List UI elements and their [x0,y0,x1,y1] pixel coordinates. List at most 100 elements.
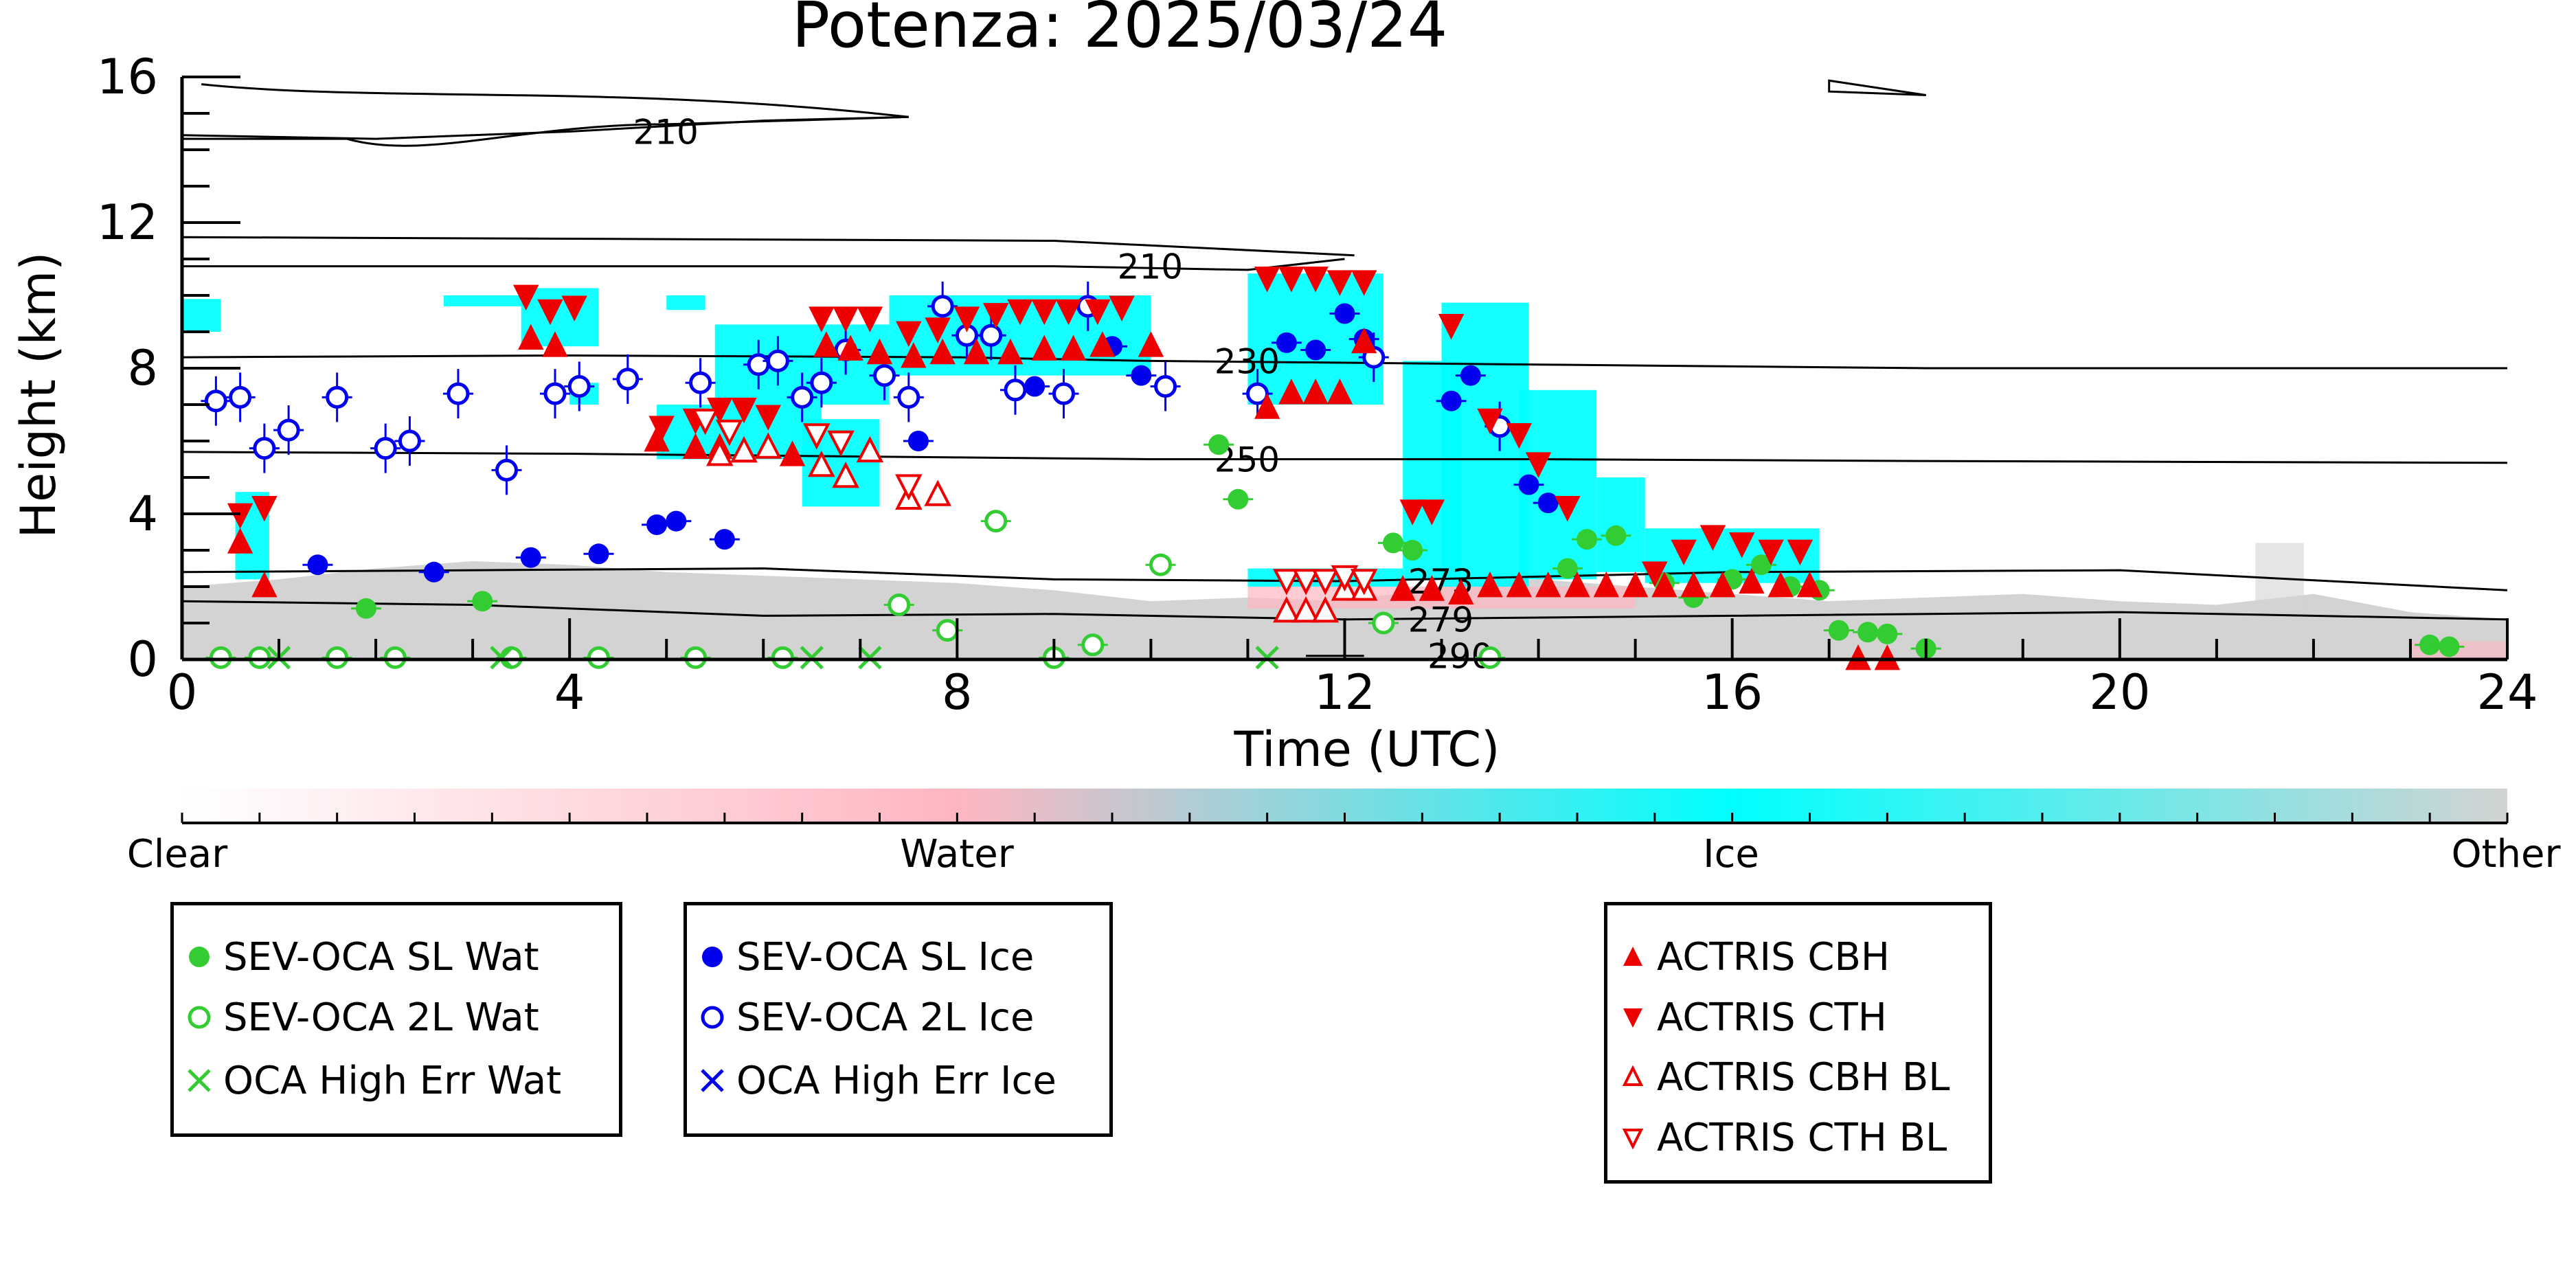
legend-item-2l-wat: SEV-OCA 2L Wat [174,995,539,1040]
data-point [500,646,523,669]
ice-region [1596,477,1645,572]
series-actris-cth [227,267,1814,587]
data-point [518,324,544,350]
isotherm-line [181,451,2508,464]
legend-item-sl-wat: SEV-OCA SL Wat [174,935,539,980]
y-tick-label: 16 [97,49,158,105]
data-point [857,306,883,332]
data-point [2419,634,2441,655]
other-region [2255,543,2304,609]
series-oca-high-err-wat [267,646,1279,670]
x-tick-label: 4 [554,664,585,721]
data-point [803,423,831,450]
data-point [209,646,232,669]
data-point [1305,339,1326,361]
data-point [227,528,253,554]
ice-region [666,295,705,310]
data-point [897,385,920,409]
data-point [1334,303,1355,324]
data-point [837,335,863,361]
plot-axes: 0 4 8 12 16 0 4 8 12 16 20 24 [97,49,2538,721]
data-point [1555,496,1581,522]
data-point [1138,331,1164,357]
data-point [747,353,770,376]
chart-title: Potenza: 2025/03/24 [792,0,1448,62]
isotherm-label: 230 [1214,341,1280,381]
data-point [1680,572,1706,598]
legend-label: OCA High Err Wat [223,1058,562,1103]
data-point [561,295,587,321]
data-point [616,368,640,391]
legend-label: OCA High Err Ice [736,1058,1057,1103]
data-point [666,510,687,532]
x-tick-label: 0 [167,664,198,721]
data-point [1085,299,1111,326]
legend-item-higherr-wat: OCA High Err Wat [174,1058,562,1103]
data-point [1828,620,1849,641]
data-point [1537,493,1559,514]
data-point [1276,332,1297,353]
data-point [1372,611,1395,635]
data-point [684,646,708,669]
data-point [766,349,789,372]
isotherm-label: 279 [1408,600,1473,640]
data-point [800,646,824,670]
y-axis-label: Height (km) [10,252,67,539]
data-point [1651,572,1677,598]
legend-item-cbh: ACTRIS CBH [1607,935,1890,980]
x-marker-icon [188,1069,211,1092]
data-point [755,405,782,431]
data-point [1154,375,1177,398]
data-point [227,503,253,529]
isotherm-label: 210 [1118,247,1183,287]
data-point [1081,633,1105,657]
data-point [1351,270,1377,296]
triangle-up-marker-icon [1623,947,1642,966]
data-point [1709,572,1736,598]
data-point [1055,299,1082,326]
ice-region [182,299,221,332]
data-point [929,338,956,365]
data-point [682,433,709,459]
data-point [1699,525,1726,551]
data-point [1577,529,1598,550]
data-point [1564,572,1590,598]
triangle-down-marker-icon [1623,1008,1642,1028]
data-point [1402,540,1423,561]
data-point [229,385,252,409]
data-point [644,426,670,452]
data-point [1874,644,1901,670]
data-point [383,646,407,669]
x-marker-icon [701,1069,724,1092]
data-point [1750,554,1772,576]
data-point [1525,452,1552,478]
data-point [1477,408,1503,435]
legend-actris: ACTRIS CBH ACTRIS CTH ACTRIS CBH BL ACTR… [1604,902,1992,1184]
data-point [771,646,794,669]
data-point [495,458,518,482]
data-point [447,382,470,405]
legend-label: SEV-OCA 2L Ice [736,995,1035,1040]
data-point [587,646,610,669]
data-point [936,619,959,642]
legend-item-2l-ice: SEV-OCA 2L Ice [687,995,1035,1040]
data-point [810,371,833,394]
data-point [1292,569,1320,596]
data-point [1060,335,1087,361]
legend-label: ACTRIS CBH BL [1657,1054,1950,1100]
data-point [808,451,835,477]
ice-region [443,295,531,306]
data-point [1089,331,1116,357]
data-point [1004,379,1027,402]
data-point [997,338,1024,365]
data-point [1739,567,1765,594]
data-point [1331,565,1359,592]
other-region [182,561,2507,659]
data-point [1311,596,1340,623]
data-point [984,510,1008,533]
data-point [1758,539,1784,565]
data-point [1642,561,1668,587]
y-tick-label: 12 [97,194,158,251]
data-points [201,267,2465,670]
legend-label: SEV-OCA 2L Wat [223,995,539,1040]
